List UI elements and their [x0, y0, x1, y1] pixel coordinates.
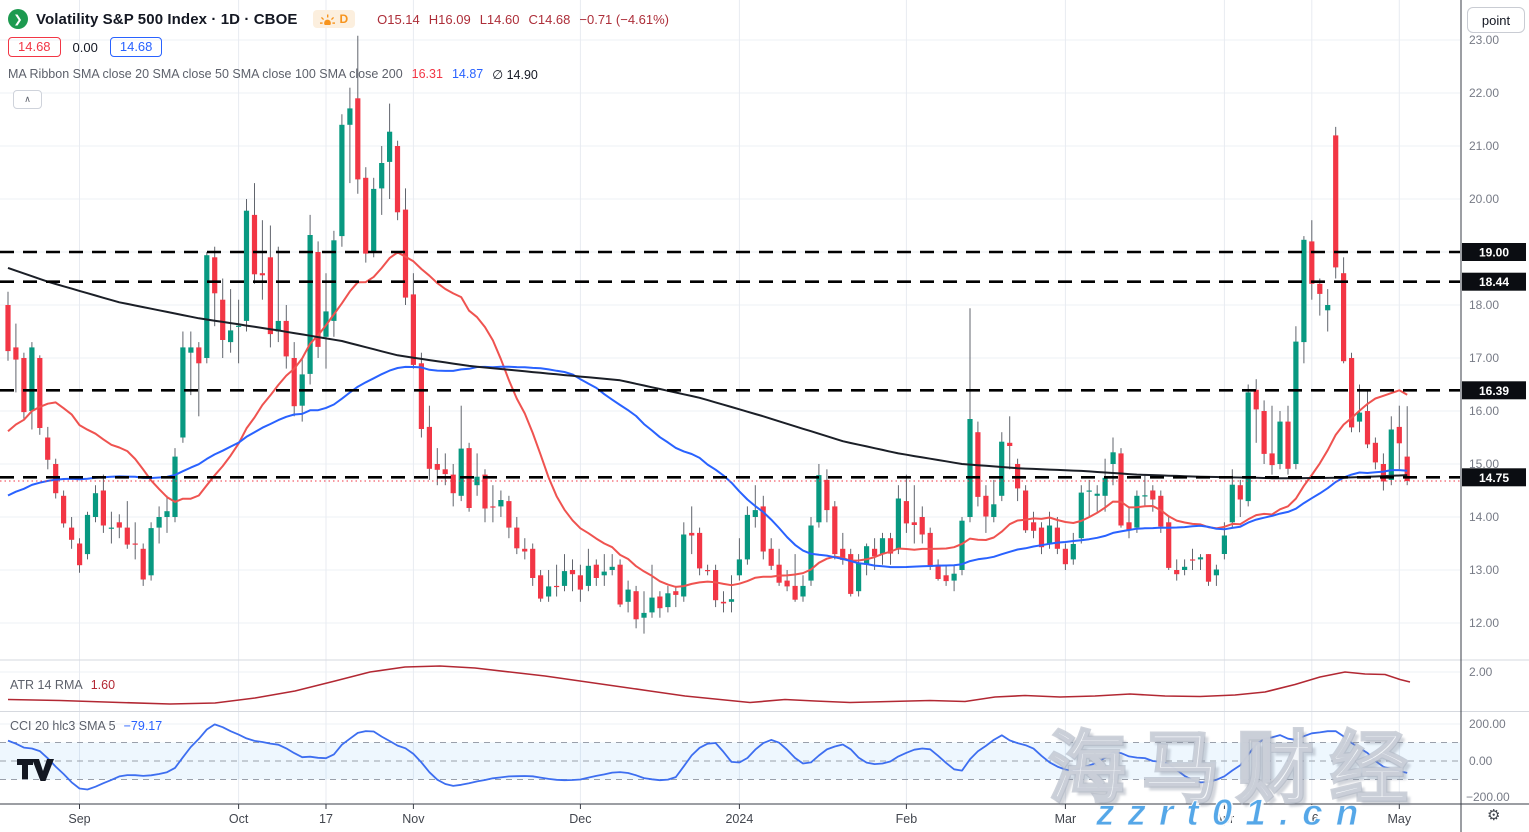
- spread-value: 0.00: [72, 39, 98, 55]
- buy-price-box[interactable]: 14.68: [109, 37, 163, 57]
- sell-price-box[interactable]: 14.68: [8, 37, 61, 57]
- change-value: −0.71 (−4.61%): [579, 11, 670, 27]
- svg-text:Oct: Oct: [229, 812, 249, 826]
- svg-text:2024: 2024: [725, 812, 753, 826]
- horizontal-level-lines[interactable]: [0, 250, 1460, 479]
- high-value: H16.09: [428, 11, 471, 27]
- svg-text:18.00: 18.00: [1469, 298, 1499, 312]
- svg-text:Sep: Sep: [68, 812, 90, 826]
- svg-text:Feb: Feb: [896, 812, 918, 826]
- chevron-up-icon: ∧: [24, 94, 31, 104]
- sma50-line: [7, 365, 1408, 569]
- svg-text:14.00: 14.00: [1469, 510, 1499, 524]
- sma200-line: [7, 266, 1408, 480]
- session-badge: D: [339, 12, 349, 26]
- svg-text:21.00: 21.00: [1469, 139, 1499, 153]
- quote-row: 14.68 0.00 14.68: [8, 37, 669, 57]
- svg-text:−200.00: −200.00: [1466, 790, 1510, 804]
- cci-value: −79.17: [123, 719, 163, 733]
- level-price-badges: 19.00 18.44 16.39 14.75: [1462, 243, 1526, 487]
- sunrise-icon: [320, 14, 336, 25]
- unit-point-button[interactable]: point: [1467, 7, 1525, 33]
- svg-text:16: 16: [1305, 812, 1319, 826]
- symbol-row: ❯ Volatility S&P 500 Index · 1D · CBOE D…: [8, 8, 669, 30]
- svg-text:Dec: Dec: [569, 812, 591, 826]
- collapse-legend-button[interactable]: ∧: [13, 90, 42, 109]
- sma50-value: 14.87: [451, 67, 484, 81]
- symbol-logo-icon: ❯: [8, 9, 28, 29]
- legend: ❯ Volatility S&P 500 Index · 1D · CBOE D…: [8, 8, 669, 109]
- atr-pane-legend[interactable]: ATR 14 RMA 1.60: [10, 678, 115, 692]
- open-value: O15.14: [377, 11, 420, 27]
- svg-text:22.00: 22.00: [1469, 86, 1499, 100]
- ma-ribbon-row[interactable]: MA Ribbon SMA close 20 SMA close 50 SMA …: [8, 67, 669, 82]
- session-pill[interactable]: D: [313, 10, 356, 28]
- svg-text:19.00: 19.00: [1479, 246, 1509, 260]
- time-axis[interactable]: Sep Oct 17 Nov Dec 2024 Feb Mar Apr 16 May: [68, 804, 1412, 826]
- close-value: C14.68: [528, 11, 571, 27]
- ma-ribbon-label: MA Ribbon SMA close 20 SMA close 50 SMA …: [8, 67, 403, 81]
- pane-separators[interactable]: [0, 659, 1529, 712]
- tradingview-logo-icon[interactable]: [16, 756, 54, 787]
- sma20-line: [7, 251, 1408, 588]
- cci-pane-legend[interactable]: CCI 20 hlc3 SMA 5 −79.17: [10, 719, 162, 733]
- low-value: L14.60: [479, 11, 520, 27]
- atr-line: [7, 665, 1411, 705]
- gear-icon[interactable]: ⚙: [1487, 807, 1501, 824]
- svg-text:Mar: Mar: [1055, 812, 1077, 826]
- svg-text:Nov: Nov: [402, 812, 425, 826]
- ohlc-values: O15.14 H16.09 L14.60 C14.68 −0.71 (−4.61…: [377, 12, 669, 27]
- ma-average-value: ∅ 14.90: [492, 68, 538, 82]
- svg-text:17: 17: [319, 812, 333, 826]
- svg-text:13.00: 13.00: [1469, 563, 1499, 577]
- svg-text:20.00: 20.00: [1469, 192, 1499, 206]
- sma20-value: 16.31: [411, 67, 443, 81]
- svg-text:18.44: 18.44: [1479, 275, 1509, 289]
- svg-text:12.00: 12.00: [1469, 616, 1499, 630]
- symbol-title[interactable]: Volatility S&P 500 Index · 1D · CBOE: [36, 10, 298, 28]
- svg-text:2.00: 2.00: [1469, 665, 1493, 679]
- candles: [5, 35, 1410, 634]
- svg-text:200.00: 200.00: [1469, 717, 1506, 731]
- svg-text:23.00: 23.00: [1469, 33, 1499, 47]
- svg-text:15.00: 15.00: [1469, 457, 1499, 471]
- svg-text:14.75: 14.75: [1479, 471, 1509, 485]
- svg-text:16.00: 16.00: [1469, 404, 1499, 418]
- svg-text:Apr: Apr: [1215, 812, 1234, 826]
- svg-text:16.39: 16.39: [1479, 384, 1509, 398]
- arrow-icon: ❯: [13, 13, 23, 26]
- svg-text:0.00: 0.00: [1469, 754, 1493, 768]
- atr-label: ATR 14 RMA: [10, 678, 83, 692]
- gridlines: [0, 0, 1460, 803]
- cci-line: [7, 723, 1408, 791]
- atr-value: 1.60: [90, 678, 116, 692]
- svg-text:17.00: 17.00: [1469, 351, 1499, 365]
- svg-text:May: May: [1387, 812, 1411, 826]
- cci-label: CCI 20 hlc3 SMA 5: [10, 719, 116, 733]
- price-axis[interactable]: 23.00 22.00 21.00 20.00 18.00 17.00 16.00 15.00…: [1466, 33, 1510, 804]
